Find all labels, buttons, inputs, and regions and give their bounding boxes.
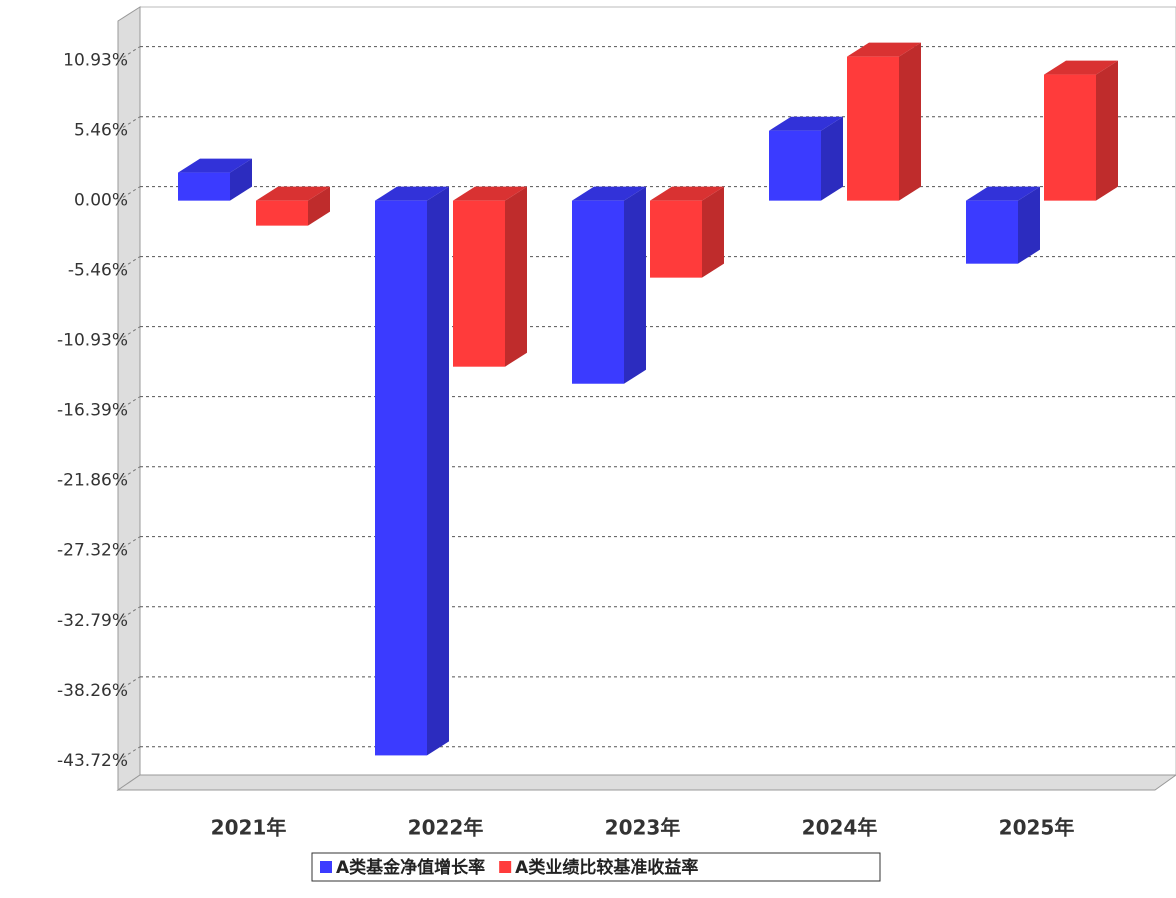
floor bbox=[116, 774, 1176, 791]
bar bbox=[966, 200, 1018, 264]
x-tick-label: 2022年 bbox=[408, 816, 484, 840]
x-tick-label: 2021年 bbox=[211, 816, 287, 840]
legend-box bbox=[311, 852, 881, 882]
bar bbox=[572, 200, 624, 384]
grid-line-side bbox=[117, 396, 141, 412]
legend-swatch bbox=[499, 861, 512, 873]
bar-side bbox=[1018, 186, 1040, 264]
grid-line-side bbox=[117, 46, 141, 62]
bar-top bbox=[847, 42, 921, 57]
bar-side bbox=[702, 186, 724, 278]
legend-label: A类基金净值增长率 bbox=[336, 857, 485, 878]
bar-top bbox=[572, 186, 646, 201]
bar-side bbox=[230, 158, 252, 201]
y-tick-label: -5.46% bbox=[68, 261, 128, 281]
y-tick-label: 0.00% bbox=[74, 191, 128, 211]
grid-line-side bbox=[117, 466, 141, 482]
legend-label: A类业绩比较基准收益率 bbox=[515, 857, 698, 878]
bar-side bbox=[505, 186, 527, 367]
y-tick-label: -10.93% bbox=[57, 331, 128, 351]
grid-line-side bbox=[117, 256, 141, 272]
bar bbox=[847, 56, 899, 201]
grid-line-side bbox=[117, 536, 141, 552]
x-tick-label: 2024年 bbox=[802, 816, 878, 840]
bar-top bbox=[256, 186, 330, 201]
bar-top bbox=[375, 186, 449, 201]
back-wall bbox=[139, 6, 1176, 776]
bar bbox=[375, 200, 427, 756]
grid-line-side bbox=[117, 746, 141, 762]
bar bbox=[769, 130, 821, 201]
grid-line-side bbox=[117, 326, 141, 342]
grid-line-side bbox=[117, 186, 141, 202]
bar-top bbox=[453, 186, 527, 201]
legend-swatch bbox=[320, 861, 332, 873]
bar-side bbox=[308, 186, 330, 226]
y-tick-label: -16.39% bbox=[57, 401, 128, 421]
bar bbox=[650, 200, 702, 278]
y-tick-label: -27.32% bbox=[57, 541, 128, 561]
bar bbox=[453, 200, 505, 367]
y-tick-label: 10.93% bbox=[63, 51, 128, 71]
grid-line-side bbox=[117, 676, 141, 692]
bar-top bbox=[650, 186, 724, 201]
y-tick-label: -32.79% bbox=[57, 611, 128, 631]
bar-top bbox=[1044, 60, 1118, 75]
grid-line-side bbox=[117, 606, 141, 622]
bar bbox=[1044, 74, 1096, 201]
bar-top bbox=[966, 186, 1040, 201]
bar-side bbox=[899, 42, 921, 201]
grid-line-side bbox=[117, 116, 141, 132]
y-tick-label: 5.46% bbox=[74, 121, 128, 141]
y-tick-label: -21.86% bbox=[57, 471, 128, 491]
x-tick-label: 2023年 bbox=[605, 816, 681, 840]
bar-top bbox=[178, 158, 252, 173]
bar bbox=[178, 172, 230, 201]
bar-top bbox=[769, 116, 843, 131]
y-tick-label: -38.26% bbox=[57, 681, 128, 701]
bar-side bbox=[1096, 60, 1118, 201]
bar-side bbox=[624, 186, 646, 384]
x-tick-label: 2025年 bbox=[999, 816, 1075, 840]
bar-side bbox=[427, 186, 449, 756]
y-tick-label: -43.72% bbox=[57, 751, 128, 771]
bar bbox=[256, 200, 308, 226]
bar-side bbox=[821, 116, 843, 201]
